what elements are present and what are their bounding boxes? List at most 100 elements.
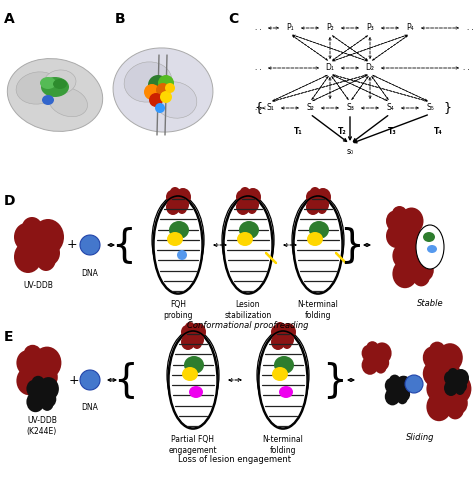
Text: +: +: [67, 239, 77, 251]
Ellipse shape: [307, 232, 323, 246]
Text: DNA: DNA: [82, 268, 99, 278]
Ellipse shape: [309, 221, 329, 239]
Ellipse shape: [177, 202, 187, 214]
Circle shape: [148, 75, 168, 95]
Ellipse shape: [259, 332, 307, 428]
Text: {: {: [254, 102, 262, 115]
Ellipse shape: [249, 199, 259, 211]
Ellipse shape: [7, 59, 103, 131]
Ellipse shape: [14, 241, 42, 273]
Text: S₅: S₅: [426, 103, 434, 113]
Text: T₃: T₃: [388, 127, 396, 137]
Circle shape: [165, 83, 175, 93]
Ellipse shape: [53, 79, 67, 89]
Text: T₄: T₄: [434, 127, 442, 137]
Ellipse shape: [274, 356, 294, 374]
Text: E: E: [4, 330, 13, 344]
Ellipse shape: [310, 187, 320, 197]
Ellipse shape: [169, 332, 217, 428]
Ellipse shape: [400, 238, 418, 256]
Ellipse shape: [185, 322, 195, 332]
Ellipse shape: [236, 199, 250, 215]
Text: S₃: S₃: [346, 103, 354, 113]
Ellipse shape: [43, 391, 56, 407]
Text: FQH
probing: FQH probing: [163, 300, 193, 320]
Ellipse shape: [317, 202, 327, 214]
Ellipse shape: [306, 199, 320, 215]
Text: T₂: T₂: [337, 127, 346, 137]
Ellipse shape: [444, 371, 456, 385]
Text: Conformational proofreading: Conformational proofreading: [187, 321, 309, 329]
Ellipse shape: [366, 341, 378, 353]
Ellipse shape: [457, 380, 467, 392]
Text: P₄: P₄: [406, 23, 414, 33]
Ellipse shape: [446, 398, 464, 419]
Circle shape: [405, 375, 423, 393]
Ellipse shape: [36, 372, 54, 393]
Circle shape: [156, 83, 170, 97]
Ellipse shape: [22, 217, 42, 237]
Ellipse shape: [167, 232, 183, 246]
Text: }: }: [340, 226, 365, 264]
Text: Sliding: Sliding: [406, 433, 434, 443]
Ellipse shape: [279, 386, 293, 398]
Ellipse shape: [36, 247, 56, 271]
Ellipse shape: [42, 95, 54, 105]
Circle shape: [158, 75, 174, 91]
Ellipse shape: [389, 375, 400, 386]
Ellipse shape: [386, 224, 407, 248]
Ellipse shape: [315, 188, 331, 206]
Ellipse shape: [184, 356, 204, 374]
Ellipse shape: [30, 380, 54, 408]
Text: . .: . .: [255, 105, 261, 111]
Ellipse shape: [245, 188, 261, 206]
Ellipse shape: [224, 197, 272, 293]
Ellipse shape: [239, 190, 257, 212]
Ellipse shape: [412, 265, 430, 286]
Circle shape: [149, 93, 163, 107]
Ellipse shape: [385, 388, 400, 406]
Ellipse shape: [113, 48, 213, 132]
Ellipse shape: [24, 345, 42, 363]
Circle shape: [160, 91, 172, 103]
Ellipse shape: [388, 378, 408, 402]
Ellipse shape: [402, 228, 418, 246]
Ellipse shape: [184, 325, 202, 347]
Ellipse shape: [40, 366, 58, 388]
Text: UV-DDB: UV-DDB: [23, 281, 53, 289]
Ellipse shape: [423, 232, 435, 242]
Ellipse shape: [365, 345, 387, 371]
Ellipse shape: [395, 376, 412, 395]
Text: }: }: [323, 361, 347, 399]
Ellipse shape: [181, 334, 195, 350]
Text: D₂: D₂: [365, 63, 374, 73]
Text: Lesion
stabilization: Lesion stabilization: [224, 300, 272, 320]
Text: Partial FQH
engagement: Partial FQH engagement: [169, 435, 217, 455]
Text: P₁: P₁: [286, 23, 294, 33]
Ellipse shape: [362, 345, 376, 362]
Ellipse shape: [427, 245, 437, 253]
Ellipse shape: [409, 240, 438, 272]
Text: S₂: S₂: [306, 103, 314, 113]
Text: N-terminal
folding: N-terminal folding: [298, 300, 338, 320]
Ellipse shape: [434, 371, 452, 389]
Ellipse shape: [294, 197, 342, 293]
Ellipse shape: [154, 197, 202, 293]
Ellipse shape: [391, 210, 418, 244]
Text: s₀: s₀: [346, 147, 354, 157]
Ellipse shape: [166, 190, 178, 204]
Ellipse shape: [236, 190, 248, 204]
Ellipse shape: [240, 187, 250, 197]
Circle shape: [80, 370, 100, 390]
Ellipse shape: [169, 221, 189, 239]
Text: T₁: T₁: [293, 127, 302, 137]
Text: . .: . .: [255, 25, 261, 31]
Ellipse shape: [27, 380, 42, 398]
Ellipse shape: [40, 241, 60, 265]
Text: P₂: P₂: [326, 23, 334, 33]
Ellipse shape: [362, 356, 378, 375]
Ellipse shape: [373, 343, 392, 364]
Ellipse shape: [447, 371, 465, 393]
Ellipse shape: [41, 77, 69, 97]
Ellipse shape: [405, 224, 420, 242]
